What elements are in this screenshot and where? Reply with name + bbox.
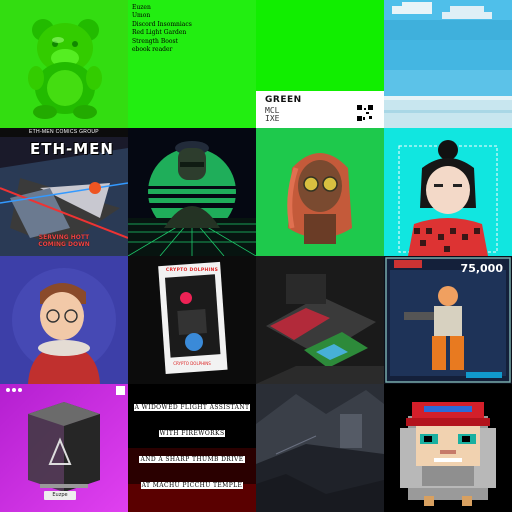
list-item: Red Light Garden	[132, 29, 187, 37]
tile-3d-room[interactable]	[256, 256, 384, 384]
list-item: Umon	[132, 12, 151, 20]
tile-text-list[interactable]: Euzen Umon Discord Insomniacs Red Light …	[128, 0, 256, 128]
tile-grey-landscape[interactable]	[256, 384, 384, 512]
comic-cover-image	[0, 128, 128, 256]
comic-header: ETH-MEN COMICS GROUP	[0, 128, 128, 137]
comic-logo: ETH-MEN	[30, 140, 114, 158]
axie-badge: Euzpe	[44, 491, 76, 500]
comic-bottom-line: SERVING HOTT	[38, 234, 90, 241]
poem-line-text: AT MACHU PICCHU TEMPLE	[140, 482, 244, 489]
poem-line: AND A SHARP THUMB DRIVE	[128, 456, 256, 463]
tile-green-card[interactable]: GREEN MCL IXE	[256, 0, 384, 128]
list-item: Strength Boost	[132, 37, 178, 45]
pixel-sky-image	[384, 0, 512, 128]
crypto-dolphins-image	[128, 256, 256, 384]
pixel-hat-character-image	[384, 384, 512, 512]
list-item: Discord Insomniacs	[132, 20, 192, 28]
tile-3d-boy[interactable]	[0, 256, 128, 384]
tile-anime-girl[interactable]	[384, 128, 512, 256]
list-item: Euzen	[132, 4, 151, 11]
3d-boy-image	[0, 256, 128, 384]
green-card-code-bottom: IXE	[265, 114, 280, 123]
tile-synthwave-officer[interactable]	[128, 128, 256, 256]
fighter-card-image	[384, 256, 512, 384]
green-card-code: MCL IXE	[265, 107, 279, 123]
list-item: ebook reader	[132, 46, 173, 54]
poem-line: WITH FIREWORKS	[128, 430, 256, 437]
grey-landscape-image	[256, 384, 384, 512]
tile-eth-men-comics[interactable]: ETH-MEN COMICS GROUP ETH-MEN SERVING HOT…	[0, 128, 128, 256]
tile-green-bear[interactable]	[0, 0, 128, 128]
crypto-dolphins-label: CRYPTO DOLPHINS	[165, 268, 219, 273]
green-card-code-top: MCL	[265, 106, 280, 115]
comic-bottom-line: COMING DOWN	[38, 241, 90, 248]
text-list: Euzen Umon Discord Insomniacs Red Light …	[128, 0, 256, 54]
green-card-title: GREEN	[265, 95, 302, 105]
tile-axie-cube[interactable]: Euzpe	[0, 384, 128, 512]
poem-line-text: A WIDOWED FLIGHT ASSISTANT	[133, 404, 251, 411]
anime-girl-image	[384, 128, 512, 256]
crypto-dolphins-caption: CRYPTO DOLPHINS	[173, 361, 211, 366]
axie-cube-image	[0, 384, 128, 512]
poem-line: A WIDOWED FLIGHT ASSISTANT	[128, 404, 256, 411]
tile-crypto-dolphins[interactable]: CRYPTO DOLPHINS CRYPTO DOLPHINS	[128, 256, 256, 384]
fighter-score: 75,000	[460, 262, 503, 275]
sunglasses-avatar-image	[256, 128, 384, 256]
tile-fighter-card[interactable]: 75,000	[384, 256, 512, 384]
green-bear-image	[0, 0, 128, 128]
poem-line-text: AND A SHARP THUMB DRIVE	[139, 456, 245, 463]
synthwave-officer-image	[128, 128, 256, 256]
tile-pixel-sky[interactable]	[384, 0, 512, 128]
comic-bottom-text: SERVING HOTT COMING DOWN	[0, 234, 128, 248]
3d-room-image	[256, 256, 384, 384]
poem-line: AT MACHU PICCHU TEMPLE	[128, 482, 256, 489]
tile-sunglasses-avatar[interactable]	[256, 128, 384, 256]
tile-poem[interactable]: A WIDOWED FLIGHT ASSISTANT WITH FIREWORK…	[128, 384, 256, 512]
poem-line-text: WITH FIREWORKS	[158, 430, 226, 437]
tile-pixel-hat-character[interactable]	[384, 384, 512, 512]
